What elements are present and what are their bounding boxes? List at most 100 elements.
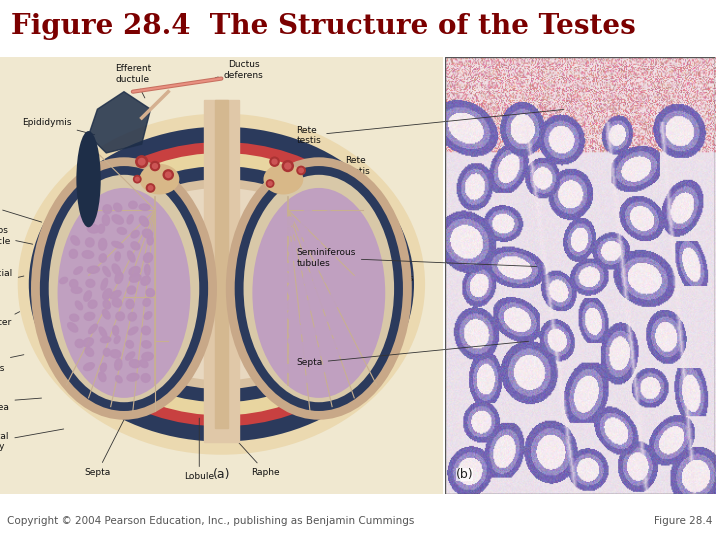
Ellipse shape (142, 326, 150, 335)
Ellipse shape (126, 300, 134, 309)
Ellipse shape (329, 340, 339, 348)
Ellipse shape (331, 291, 338, 300)
Ellipse shape (258, 267, 268, 272)
Ellipse shape (131, 231, 139, 238)
Ellipse shape (312, 262, 318, 274)
Ellipse shape (296, 166, 306, 176)
Ellipse shape (284, 163, 292, 170)
Ellipse shape (316, 385, 327, 394)
Ellipse shape (303, 273, 312, 285)
Ellipse shape (127, 286, 135, 294)
Ellipse shape (145, 265, 150, 275)
Ellipse shape (82, 251, 94, 259)
Ellipse shape (324, 274, 335, 282)
Ellipse shape (298, 167, 304, 173)
Ellipse shape (130, 274, 141, 282)
Ellipse shape (284, 226, 294, 236)
Ellipse shape (267, 181, 273, 186)
Ellipse shape (300, 261, 308, 270)
Ellipse shape (289, 252, 297, 261)
Ellipse shape (93, 188, 350, 380)
Ellipse shape (329, 249, 338, 256)
Ellipse shape (40, 166, 208, 411)
Ellipse shape (143, 253, 153, 262)
Ellipse shape (331, 237, 338, 246)
Ellipse shape (86, 279, 95, 287)
Ellipse shape (98, 224, 104, 233)
Ellipse shape (315, 216, 324, 222)
Ellipse shape (299, 359, 305, 370)
Ellipse shape (110, 350, 121, 358)
Ellipse shape (271, 256, 278, 263)
Ellipse shape (88, 266, 99, 273)
Ellipse shape (115, 376, 122, 383)
Ellipse shape (148, 185, 153, 191)
Text: Seminiferous
tubules: Seminiferous tubules (304, 274, 413, 297)
Ellipse shape (18, 113, 425, 455)
Ellipse shape (29, 127, 414, 442)
Ellipse shape (133, 175, 142, 184)
Ellipse shape (112, 326, 119, 335)
Ellipse shape (144, 312, 152, 319)
Ellipse shape (127, 215, 133, 224)
Ellipse shape (298, 342, 310, 348)
Ellipse shape (272, 348, 279, 356)
Ellipse shape (102, 309, 110, 319)
Ellipse shape (87, 225, 99, 233)
Ellipse shape (332, 214, 338, 225)
Ellipse shape (103, 300, 111, 309)
Ellipse shape (289, 328, 294, 336)
Ellipse shape (274, 304, 283, 313)
Text: (b): (b) (456, 468, 473, 481)
Text: Rete
testis: Rete testis (291, 157, 370, 176)
Ellipse shape (99, 327, 107, 338)
Ellipse shape (165, 171, 171, 178)
Ellipse shape (58, 188, 190, 398)
Ellipse shape (116, 312, 125, 321)
Ellipse shape (327, 373, 333, 382)
Ellipse shape (261, 312, 269, 319)
Ellipse shape (86, 238, 94, 247)
Ellipse shape (300, 347, 306, 357)
Ellipse shape (60, 278, 68, 284)
Ellipse shape (235, 166, 403, 411)
Ellipse shape (284, 264, 293, 271)
Ellipse shape (85, 348, 94, 356)
Ellipse shape (31, 157, 217, 420)
Ellipse shape (139, 204, 150, 211)
Ellipse shape (312, 280, 321, 287)
Ellipse shape (70, 280, 78, 288)
Ellipse shape (140, 164, 179, 194)
Ellipse shape (112, 299, 122, 307)
Ellipse shape (71, 287, 82, 293)
Ellipse shape (333, 263, 341, 275)
Text: Seminiferous
tubules: Seminiferous tubules (297, 248, 536, 268)
Ellipse shape (135, 177, 140, 182)
Ellipse shape (114, 336, 120, 343)
Ellipse shape (266, 179, 274, 188)
Ellipse shape (301, 204, 312, 212)
Ellipse shape (142, 341, 151, 348)
Text: (a): (a) (212, 468, 230, 481)
Ellipse shape (49, 175, 199, 402)
Ellipse shape (272, 316, 282, 325)
Ellipse shape (274, 218, 282, 225)
Ellipse shape (315, 300, 323, 309)
Text: Septa: Septa (84, 387, 140, 477)
Ellipse shape (84, 363, 94, 370)
Ellipse shape (243, 175, 394, 402)
Ellipse shape (140, 216, 148, 226)
Text: Tunica
vaginalis: Tunica vaginalis (0, 353, 24, 373)
Text: Raphe: Raphe (228, 430, 280, 477)
Ellipse shape (146, 288, 155, 297)
Ellipse shape (76, 301, 83, 310)
Ellipse shape (147, 236, 153, 245)
Ellipse shape (131, 242, 140, 250)
Ellipse shape (326, 226, 337, 234)
Ellipse shape (274, 261, 284, 269)
Ellipse shape (135, 155, 148, 168)
Ellipse shape (288, 335, 296, 343)
Ellipse shape (303, 376, 312, 382)
Ellipse shape (129, 267, 140, 276)
Ellipse shape (284, 364, 295, 373)
